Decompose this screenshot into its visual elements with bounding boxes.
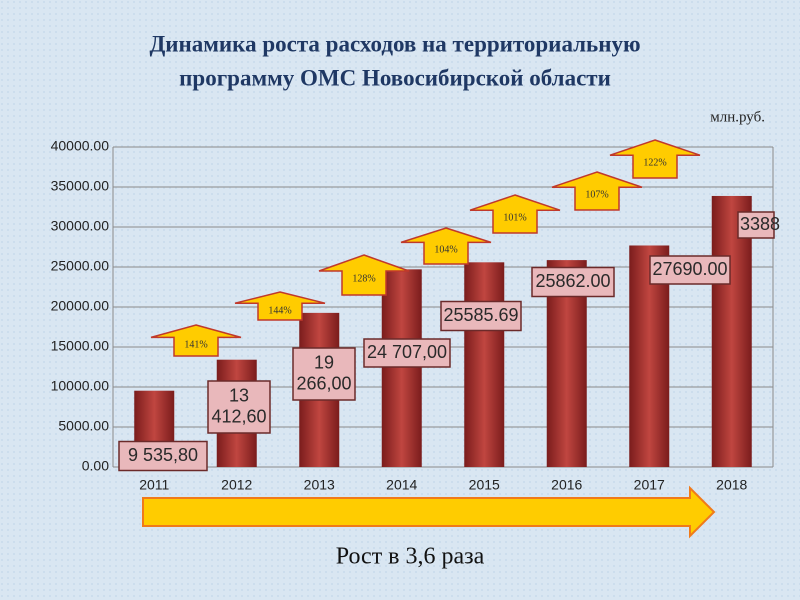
percent-arrow — [469, 194, 561, 234]
value-label: 25862.00 — [535, 271, 610, 291]
value-label: 27690.00 — [652, 259, 727, 279]
bar — [711, 195, 752, 467]
percent-arrow — [609, 139, 701, 179]
percent-label: 104% — [434, 245, 457, 256]
value-label-box — [363, 338, 451, 368]
y-tick-label: 15000.00 — [51, 338, 110, 354]
x-tick-label: 2017 — [634, 477, 665, 493]
x-tick-label: 2018 — [716, 477, 747, 493]
percent-arrow — [234, 291, 326, 321]
bar — [464, 262, 505, 467]
chart-title: программу ОМС Новосибирской области — [179, 65, 611, 90]
percent-label: 141% — [184, 340, 207, 351]
value-label-box — [118, 440, 208, 472]
y-tick-label: 40000.00 — [51, 138, 110, 154]
value-label: 19 266,00 — [296, 352, 351, 393]
value-label: 9 535,80 — [128, 445, 198, 465]
percent-label: 122% — [643, 157, 666, 168]
y-tick-label: 10000.00 — [51, 378, 110, 394]
percent-label: 107% — [585, 189, 608, 200]
value-label-box — [207, 380, 271, 434]
y-tick-label: 0.00 — [82, 458, 109, 474]
y-tick-label: 20000.00 — [51, 298, 110, 314]
value-label: 24 707,00 — [367, 342, 447, 362]
percent-label: 144% — [268, 305, 291, 316]
value-label-box — [531, 266, 615, 298]
value-label-box — [440, 300, 522, 332]
value-label: 3388 — [740, 214, 780, 234]
value-label: 13 412,60 — [211, 385, 266, 426]
bar — [381, 269, 422, 467]
value-label-box — [737, 211, 775, 239]
value-label-box — [649, 255, 731, 285]
percent-label: 101% — [503, 212, 526, 223]
x-tick-label: 2012 — [221, 477, 252, 493]
chart-title: Динамика роста расходов на территориальн… — [149, 31, 640, 56]
percent-arrow — [400, 227, 492, 265]
y-tick-label: 5000.00 — [58, 418, 109, 434]
x-tick-label: 2014 — [386, 477, 417, 493]
footer-text: Рост в 3,6 раза — [336, 544, 485, 570]
unit-label: млн.руб. — [710, 109, 765, 125]
y-tick-label: 35000.00 — [51, 178, 110, 194]
x-tick-label: 2013 — [304, 477, 335, 493]
percent-arrow — [551, 171, 643, 211]
percent-arrow — [318, 254, 410, 296]
x-tick-label: 2011 — [139, 477, 169, 493]
percent-label: 128% — [352, 273, 375, 284]
growth-arrow — [142, 485, 716, 539]
value-label: 25585.69 — [443, 305, 518, 325]
percent-arrow — [150, 324, 242, 357]
y-tick-label: 30000.00 — [51, 218, 110, 234]
value-label-box — [292, 347, 356, 401]
x-tick-label: 2015 — [469, 477, 500, 493]
x-tick-label: 2016 — [551, 477, 582, 493]
y-tick-label: 25000.00 — [51, 258, 110, 274]
